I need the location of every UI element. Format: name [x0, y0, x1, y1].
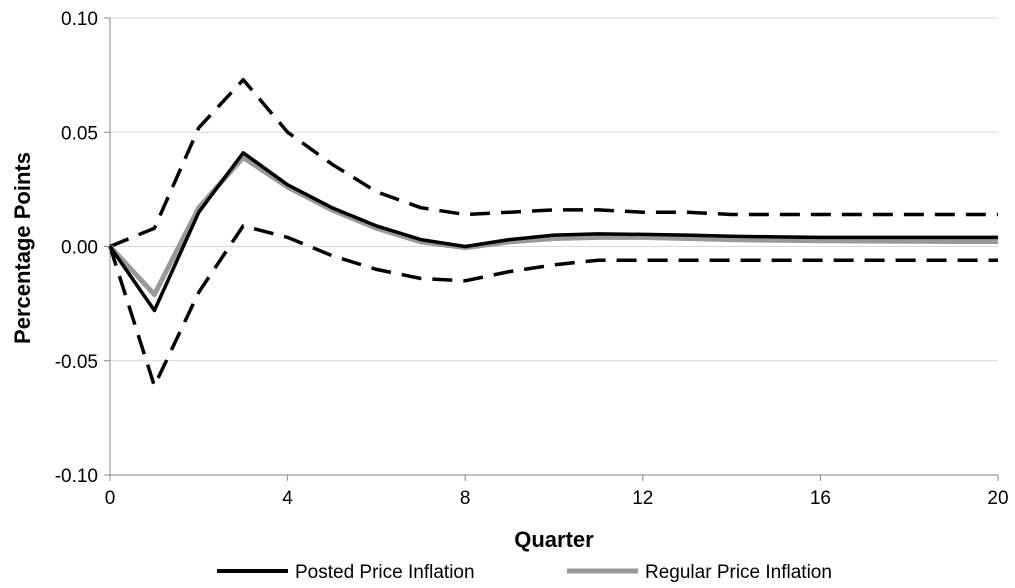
regular-price-inflation-line	[108, 154, 998, 297]
confidence-band-line	[109, 77, 998, 249]
x-tick-label: 4	[282, 488, 293, 509]
y-tick-label: 0.10	[61, 9, 98, 30]
posted-price-inflation-line	[108, 151, 998, 313]
y-tick-label: 0.00	[61, 238, 98, 259]
series-lines	[108, 77, 998, 388]
x-axis-title: Quarter	[514, 527, 594, 552]
legend: Posted Price Inflation Regular Price Inf…	[217, 562, 832, 583]
x-tick-label: 16	[810, 488, 831, 509]
y-tick-label: -0.10	[55, 466, 98, 487]
gridlines	[110, 17, 998, 476]
x-tick-label: 12	[632, 488, 653, 509]
axes	[104, 17, 999, 481]
y-tick-label: 0.05	[61, 123, 98, 144]
y-axis-title: Percentage Points	[10, 152, 35, 344]
legend-label-regular: Regular Price Inflation	[645, 562, 832, 583]
tick-labels: 0.10 0.05 0.00 -0.05 -0.10 0 4 8 12 16 20	[55, 9, 1009, 509]
y-tick-label: -0.05	[55, 352, 98, 373]
confidence-band-line	[108, 224, 998, 388]
x-tick-label: 0	[105, 488, 116, 509]
x-tick-label: 20	[987, 488, 1008, 509]
x-tick-label: 8	[460, 488, 471, 509]
legend-label-posted: Posted Price Inflation	[295, 562, 475, 583]
